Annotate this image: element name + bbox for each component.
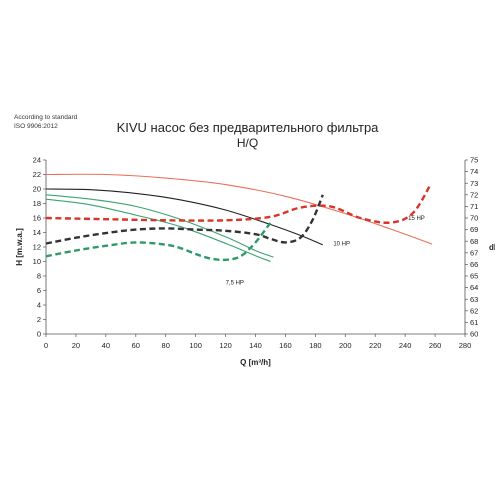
x-tick-label: 260	[429, 341, 442, 350]
y-tick-label: 18	[33, 199, 41, 208]
x-tick-label: 200	[339, 341, 352, 350]
x-tick-label: 20	[72, 341, 80, 350]
noise-curve-4	[45, 221, 272, 262]
y-tick-label: 10	[33, 257, 41, 266]
y2-tick-label: 72	[470, 190, 478, 199]
chart-title: KIVU насос без предварительного фильтра	[116, 120, 379, 135]
curve-labels: 7,5 HP 10 HP 15 HP	[226, 216, 425, 287]
y-tick-label: 0	[37, 330, 41, 339]
noise-curve-6	[45, 183, 432, 224]
y-axis-label: H [m.w.a.]	[15, 228, 24, 266]
y2-tick-label: 73	[470, 179, 478, 188]
y2-tick-label: 68	[470, 237, 478, 246]
y-tick-label: 16	[33, 214, 41, 223]
y2-axis-label: dB	[489, 243, 495, 252]
y2-tick-label: 63	[470, 295, 478, 304]
curve-label: 15 HP	[408, 216, 425, 222]
y-tick-label: 14	[33, 228, 41, 237]
head-curve-2	[45, 188, 324, 246]
y-tick-label: 6	[37, 286, 41, 295]
y-tick-label: 8	[37, 272, 41, 281]
curve-label: 10 HP	[333, 242, 350, 248]
y2-tick-label: 69	[470, 225, 478, 234]
x-tick-label: 0	[44, 341, 48, 350]
x-axis-label: Q [m³/h]	[240, 358, 271, 367]
y-tick-label: 24	[33, 156, 41, 165]
y2-tick-label: 70	[470, 214, 478, 223]
y-tick-label: 4	[37, 301, 41, 310]
standard-note-line1: According to standard	[14, 114, 78, 121]
x-tick-label: 100	[189, 341, 202, 350]
head-curve-0	[45, 194, 274, 258]
y2-tick-label: 65	[470, 272, 478, 281]
chart-subtitle: H/Q	[236, 136, 259, 150]
y2-tick-label: 60	[470, 330, 478, 339]
x-tick-label: 140	[249, 341, 262, 350]
x-tick-label: 240	[399, 341, 412, 350]
y2-tick-label: 67	[470, 248, 478, 257]
x-tick-label: 120	[219, 341, 232, 350]
y2-tick-label: 71	[470, 202, 478, 211]
y2-tick-label: 61	[470, 318, 478, 327]
head-curve-1	[45, 198, 271, 263]
x-tick-label: 80	[162, 341, 170, 350]
x-tick-label: 220	[369, 341, 382, 350]
x-tick-label: 280	[459, 341, 472, 350]
y-tick-label: 20	[33, 185, 41, 194]
y-tick-label: 2	[37, 315, 41, 324]
x-tick-label: 160	[279, 341, 292, 350]
y2-tick-label: 64	[470, 283, 478, 292]
y2-tick-label: 74	[470, 167, 478, 176]
y2-tick-label: 75	[470, 156, 478, 165]
head-curve-3	[45, 173, 433, 245]
y-tick-label: 22	[33, 170, 41, 179]
x-tick-label: 180	[309, 341, 322, 350]
noise-curve-5	[45, 194, 324, 245]
x-tick-label: 40	[102, 341, 110, 350]
y2-tick-label: 66	[470, 260, 478, 269]
curves	[45, 173, 433, 263]
curve-label: 7,5 HP	[226, 281, 244, 287]
y2-tick-label: 62	[470, 306, 478, 315]
axes: 0 20 40 60 80 100 120 140 160 180 200 220 240 260 2800…	[33, 156, 479, 350]
x-tick-label: 60	[132, 341, 140, 350]
y-tick-label: 12	[33, 243, 41, 252]
standard-note-line2: ISO 9906:2012	[14, 123, 58, 130]
